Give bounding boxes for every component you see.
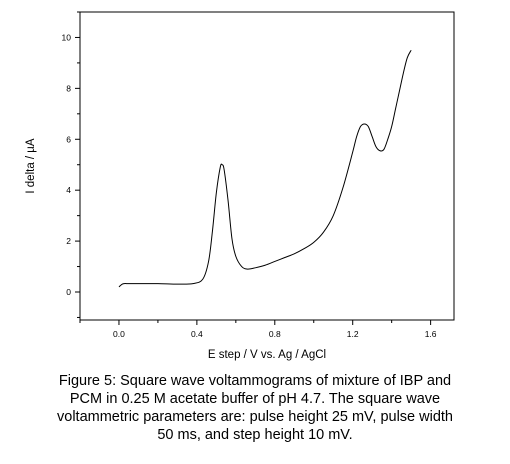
x-tick-label: 0.0 — [113, 329, 125, 339]
y-tick-label: 2 — [66, 236, 71, 246]
x-tick-label: 0.8 — [269, 329, 281, 339]
y-tick-label: 6 — [66, 134, 71, 144]
figure-caption: Figure 5: Square wave voltammograms of m… — [0, 372, 510, 444]
series-line — [118, 49, 412, 288]
caption-line: PCM in 0.25 M acetate buffer of pH 4.7. … — [69, 391, 441, 407]
x-axis-title: E step / V vs. Ag / AgCl — [208, 349, 326, 361]
x-tick-label: 1.2 — [347, 329, 359, 339]
caption-line: voltammetric parameters are: pulse heigh… — [57, 409, 453, 425]
y-tick-label: 10 — [62, 32, 72, 42]
y-tick-label: 0 — [66, 287, 71, 297]
caption-line: Figure 5: Square wave voltammograms of m… — [58, 373, 452, 389]
x-tick-label: 1.6 — [425, 329, 437, 339]
caption-line: 50 ms, and step height 10 mV. — [157, 427, 353, 443]
voltammogram-chart: 0.0 0.4 0.8 1.2 1.6 0 2 4 6 8 10 E step / V vs. A… — [25, 11, 455, 361]
y-tick-label: 8 — [66, 83, 71, 93]
x-tick-label: 0.4 — [191, 329, 203, 339]
y-tick-label: 4 — [66, 185, 71, 195]
plot-frame — [79, 11, 455, 321]
y-axis-ticks: 0 2 4 6 8 10 — [62, 11, 80, 318]
x-axis-ticks: 0.0 0.4 0.8 1.2 1.6 — [79, 320, 437, 339]
y-axis-title: I delta / µA — [25, 138, 37, 194]
